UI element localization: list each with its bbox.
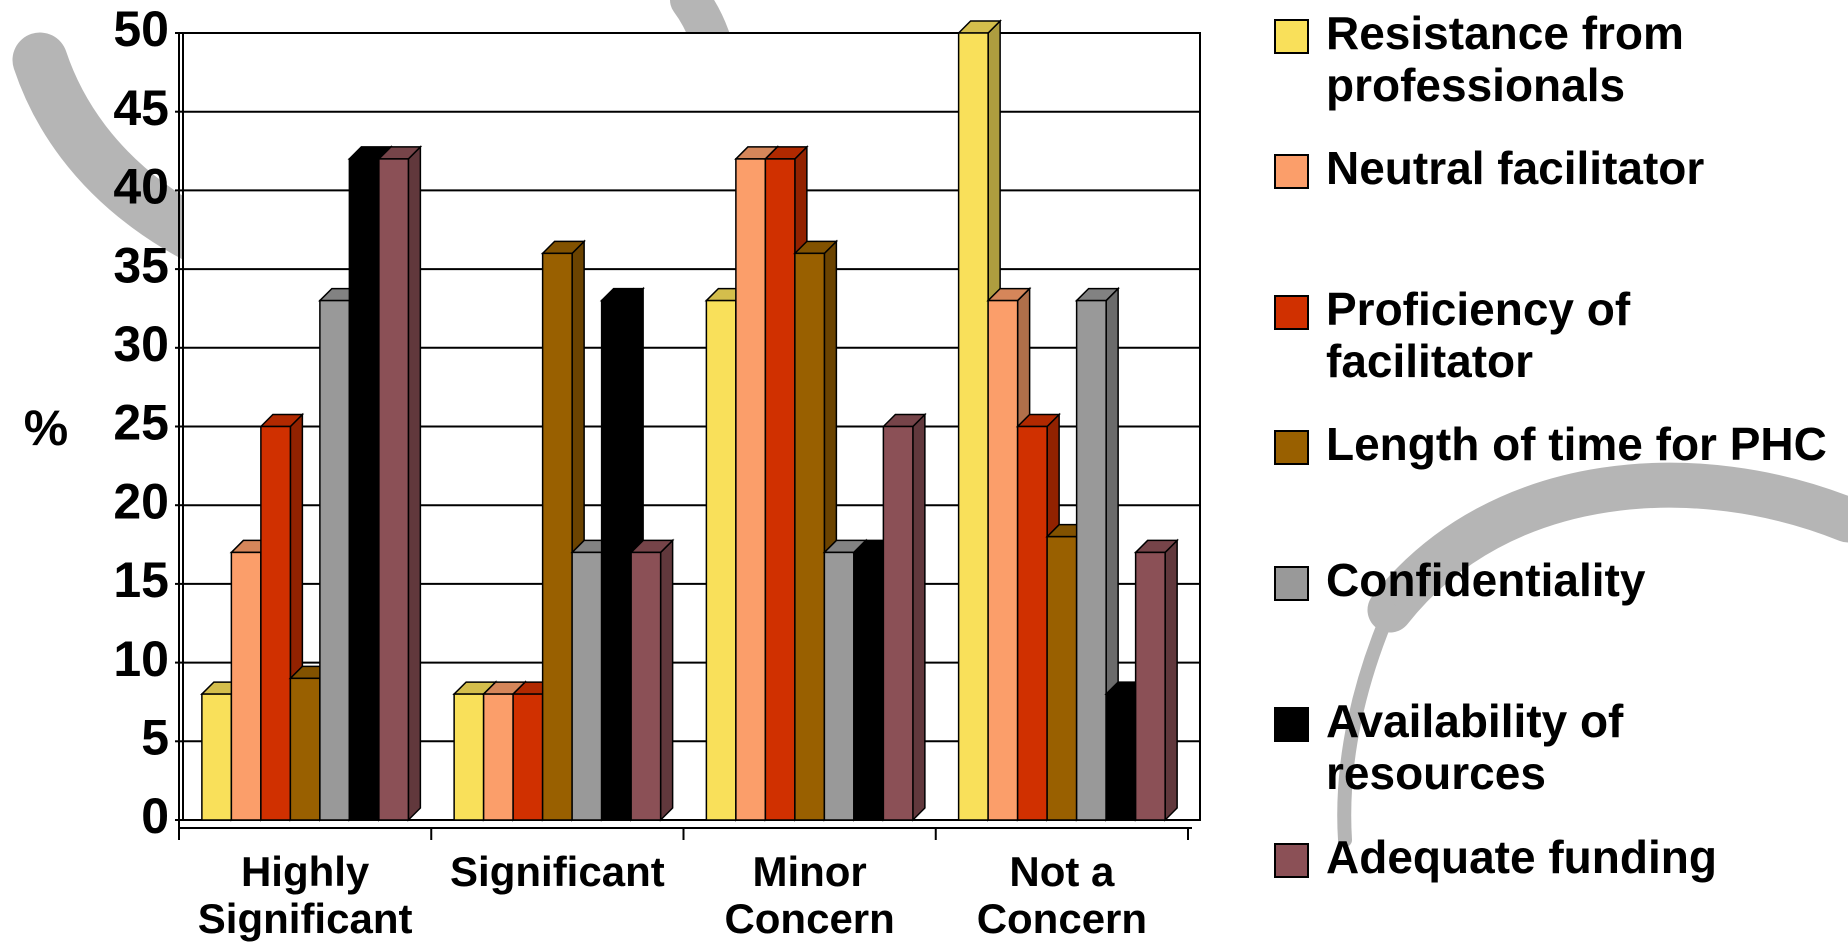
bar	[600, 299, 632, 821]
bar	[260, 425, 292, 821]
y-axis-label: %	[24, 400, 68, 456]
bar	[319, 299, 351, 821]
legend-swatch	[1274, 430, 1309, 465]
bar	[853, 551, 885, 821]
legend-swatch	[1274, 843, 1309, 878]
bar-side	[912, 412, 926, 822]
bar	[230, 551, 262, 821]
y-tick-label: 40	[113, 159, 169, 215]
y-tick-label: 30	[113, 316, 169, 372]
legend-label: Proficiency of facilitator	[1326, 283, 1631, 387]
bar-side	[1164, 538, 1178, 822]
bar	[823, 551, 855, 821]
y-tick-label: 50	[113, 1, 169, 57]
bar	[957, 32, 989, 821]
legend-label: Resistance from professionals	[1326, 7, 1684, 111]
legend-label: Confidentiality	[1326, 554, 1646, 606]
bar	[1105, 693, 1137, 821]
bar	[1075, 299, 1107, 821]
bar	[289, 677, 321, 821]
legend-label: Length of time for PHC	[1326, 418, 1827, 470]
bar	[348, 158, 380, 821]
bar	[987, 299, 1019, 821]
bar	[453, 693, 485, 821]
legend-label: Neutral facilitator	[1326, 142, 1705, 194]
bar-side	[659, 538, 674, 822]
legend-swatch	[1274, 154, 1309, 189]
bar	[512, 693, 544, 821]
y-tick-label: 15	[113, 552, 169, 608]
y-tick-label: 45	[113, 80, 169, 136]
bar	[378, 158, 410, 821]
legend-label: Availability of resources	[1326, 695, 1624, 799]
y-tick-label: 20	[113, 473, 169, 529]
bar	[1134, 551, 1166, 821]
legend-swatch	[1274, 566, 1309, 601]
bar	[571, 551, 603, 821]
legend-swatch	[1274, 295, 1309, 330]
x-tick-label: Significant	[450, 848, 665, 895]
bar	[735, 158, 767, 821]
x-tick-label: Not a Concern	[976, 848, 1148, 943]
y-tick-label: 0	[141, 788, 169, 844]
bar	[882, 425, 914, 821]
bar	[705, 299, 737, 821]
bar	[541, 252, 573, 821]
bar	[794, 252, 826, 821]
bar-side	[407, 145, 422, 822]
bar	[482, 693, 514, 821]
y-tick-label: 5	[141, 710, 169, 766]
x-tick-label: Highly Significant	[197, 848, 413, 943]
bar	[764, 158, 796, 821]
x-tick-label: Minor Concern	[724, 848, 895, 943]
y-tick-label: 35	[113, 237, 169, 293]
legend-label: Adequate funding	[1326, 831, 1717, 883]
bar	[630, 551, 662, 821]
bar	[201, 693, 233, 821]
y-tick-label: 25	[113, 395, 169, 451]
y-tick-label: 10	[113, 631, 169, 687]
bar	[1016, 425, 1048, 821]
legend-swatch	[1274, 19, 1309, 54]
bar	[1046, 535, 1078, 821]
legend-swatch	[1274, 707, 1309, 742]
